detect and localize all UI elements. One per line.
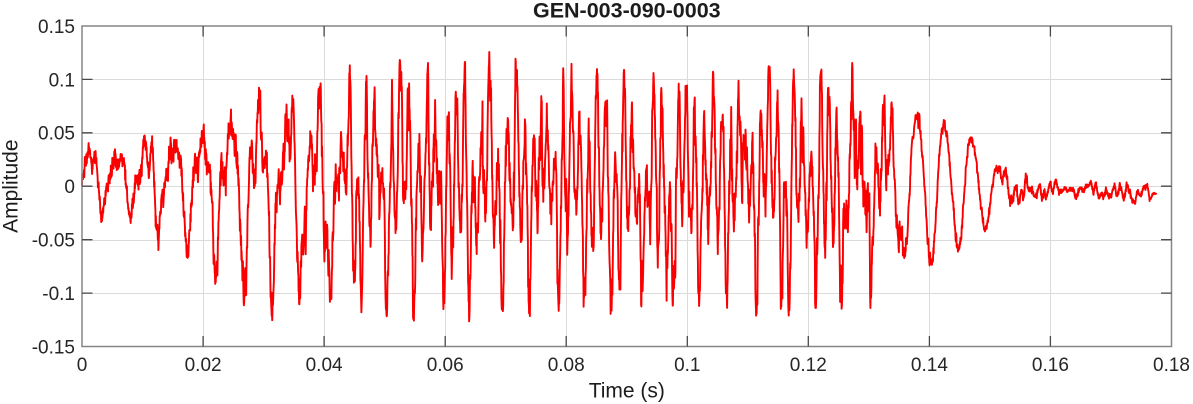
svg-text:0: 0 [64,177,75,198]
svg-text:-0.1: -0.1 [42,284,75,305]
svg-text:Time (s): Time (s) [589,379,665,402]
svg-text:0.02: 0.02 [185,355,222,376]
svg-text:0.12: 0.12 [790,355,827,376]
svg-text:0.16: 0.16 [1032,355,1069,376]
svg-text:GEN-003-090-0003: GEN-003-090-0003 [533,0,721,23]
svg-text:0.04: 0.04 [306,355,343,376]
svg-text:0: 0 [77,355,88,376]
svg-text:0.06: 0.06 [427,355,464,376]
svg-text:0.1: 0.1 [49,70,75,91]
svg-text:0.05: 0.05 [38,124,75,145]
svg-text:0.08: 0.08 [548,355,585,376]
svg-text:0.18: 0.18 [1153,355,1190,376]
svg-text:-0.05: -0.05 [32,231,75,252]
svg-text:0.15: 0.15 [38,17,75,38]
svg-text:0.1: 0.1 [674,355,700,376]
svg-text:-0.15: -0.15 [32,337,75,358]
svg-text:Amplitude: Amplitude [0,140,23,233]
svg-text:0.14: 0.14 [911,355,948,376]
